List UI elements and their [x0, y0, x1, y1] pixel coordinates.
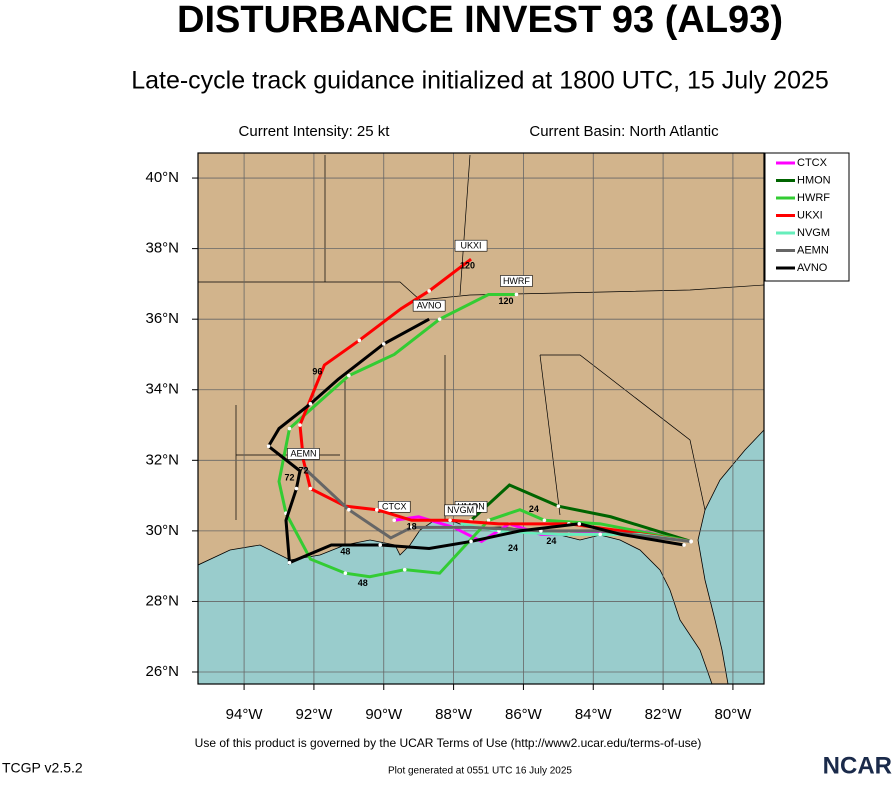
y-tick-label: 34°N	[145, 381, 179, 398]
track-point	[577, 522, 582, 526]
track-label: HWRF	[503, 276, 530, 286]
track-point	[381, 342, 386, 346]
track-point	[556, 504, 561, 508]
intensity: Current Intensity: 25 kt	[239, 123, 391, 140]
legend-label: HMON	[797, 174, 831, 186]
track-label: NVGM	[447, 505, 474, 515]
generated: Plot generated at 0551 UTC 16 July 2025	[388, 766, 572, 777]
hour-label: 72	[298, 465, 308, 475]
track-point	[469, 539, 473, 544]
legend-label: AVNO	[797, 262, 828, 274]
title: DISTURBANCE INVEST 93 (AL93)	[177, 0, 783, 41]
frame	[197, 152, 765, 685]
track-point	[392, 518, 397, 523]
track-point	[486, 518, 491, 523]
track-label-box	[500, 275, 533, 287]
track-point	[347, 373, 351, 378]
track-point	[542, 518, 547, 523]
basin: Current Basin: North Atlantic	[529, 123, 719, 140]
x-tick-label: 94°W	[226, 706, 264, 723]
track-label-box	[287, 448, 320, 460]
track-label-box	[377, 500, 411, 513]
subtitle: Late-cycle track guidance initialized at…	[131, 67, 829, 95]
track-point	[298, 423, 302, 427]
y-tick-label: 32°N	[145, 451, 179, 468]
y-tick-label: 30°N	[145, 522, 179, 539]
y-tick-label: 36°N	[145, 310, 179, 327]
track-label: UKXI	[461, 241, 482, 251]
track-label: AVNO	[417, 301, 442, 311]
y-tick-label: 40°N	[145, 169, 179, 186]
track-point	[402, 567, 407, 572]
footer: Use of this product is governed by the U…	[195, 736, 702, 750]
legend-label: CTCX	[797, 157, 828, 169]
y-tick-label: 28°N	[145, 592, 179, 609]
legend-label: UKXI	[797, 209, 823, 221]
logo: NCAR	[823, 752, 892, 779]
track-point	[437, 317, 442, 321]
track-label: CTCX	[382, 502, 407, 512]
legend-label: AEMN	[797, 244, 829, 256]
hour-label: 48	[358, 578, 368, 588]
track-point	[347, 507, 351, 512]
x-tick-label: 84°W	[575, 706, 613, 723]
hour-label: 24	[508, 543, 518, 553]
hour-label: 24	[546, 536, 556, 546]
track-point	[287, 426, 292, 431]
x-tick-label: 92°W	[296, 706, 334, 723]
hour-label: 96	[312, 366, 322, 376]
track-point	[514, 292, 519, 297]
legend-label: HWRF	[797, 192, 830, 204]
basemap	[198, 153, 764, 684]
version: TCGP v2.5.2	[2, 760, 83, 776]
track-point	[448, 518, 452, 523]
track-point	[308, 402, 313, 406]
hour-label: 120	[460, 261, 475, 271]
legend-label: NVGM	[797, 227, 830, 239]
track-label: AEMN	[290, 449, 316, 459]
y-tick-label: 38°N	[145, 240, 179, 257]
track	[302, 466, 692, 543]
track-point	[266, 444, 271, 448]
track-point	[308, 486, 313, 491]
track-point	[682, 543, 686, 547]
track	[266, 317, 685, 565]
track-point	[427, 289, 431, 293]
track	[298, 258, 692, 543]
track-point	[357, 338, 362, 343]
track-point	[343, 571, 348, 576]
x-tick-label: 90°W	[365, 706, 403, 723]
hour-label: 72	[284, 472, 294, 482]
hour-label: 120	[498, 296, 513, 306]
track-point	[598, 532, 603, 537]
x-tick-label: 88°W	[435, 706, 473, 723]
x-tick-label: 86°W	[505, 706, 543, 723]
track	[277, 292, 692, 579]
track-label-box	[454, 239, 488, 252]
track-label-box	[444, 504, 477, 517]
x-tick-label: 80°W	[715, 706, 753, 723]
track-point	[374, 507, 379, 512]
track-point	[287, 560, 292, 565]
hour-label: 18	[407, 522, 417, 532]
track-point	[294, 486, 299, 491]
track-point	[689, 539, 693, 544]
track-point	[378, 543, 383, 547]
hour-label: 24	[529, 504, 539, 514]
hour-label: 48	[340, 546, 350, 556]
y-tick-label: 26°N	[145, 663, 179, 680]
track-label-box	[412, 299, 446, 312]
x-tick-label: 82°W	[645, 706, 683, 723]
track-point	[409, 525, 414, 530]
